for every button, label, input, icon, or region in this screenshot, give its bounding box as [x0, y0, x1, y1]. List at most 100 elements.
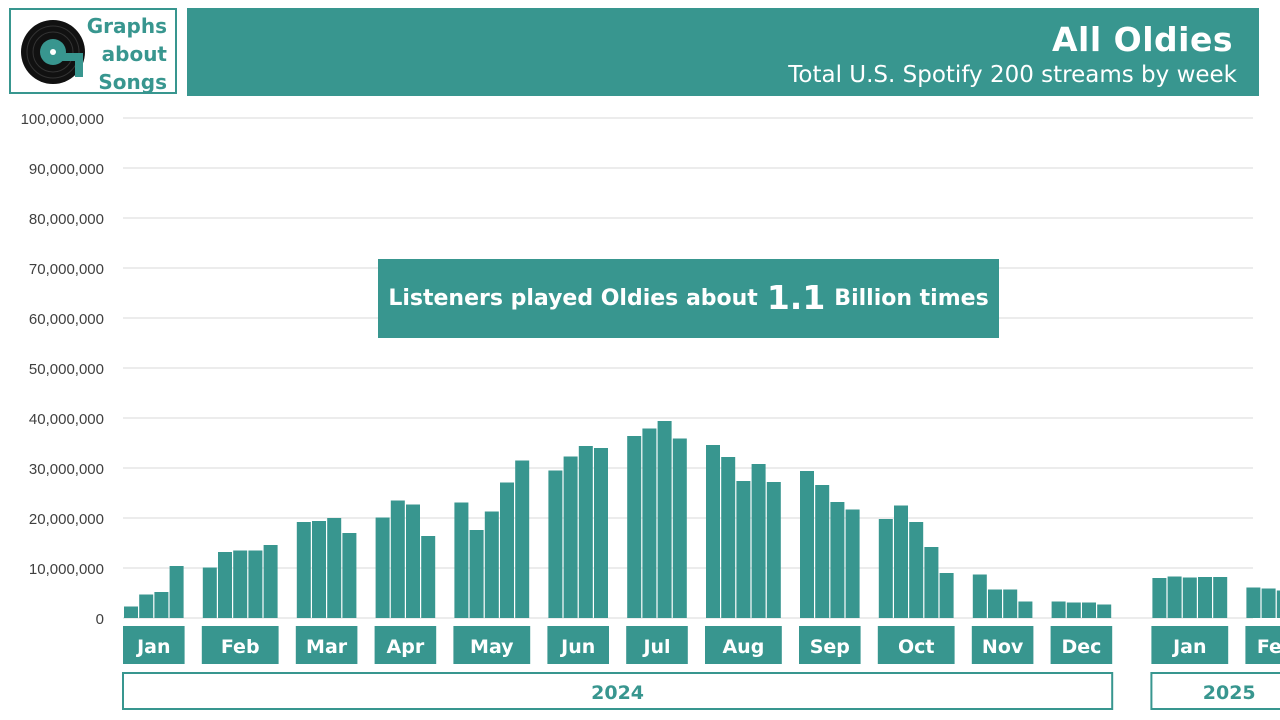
- bar: [672, 438, 687, 618]
- bar: [627, 436, 642, 618]
- bar: [484, 511, 499, 618]
- y-tick-label: 100,000,000: [21, 111, 104, 128]
- month-label: Jun: [559, 636, 595, 658]
- month-label: Mar: [306, 636, 348, 658]
- month-label-box: [453, 626, 531, 664]
- month-label-box: [1151, 626, 1229, 664]
- month-label-box: [1050, 626, 1113, 664]
- logo: Graphs about Songs: [9, 8, 177, 94]
- bar: [736, 481, 751, 618]
- month-label-box: [877, 626, 955, 664]
- bar: [845, 509, 860, 618]
- month-label: Jan: [135, 636, 170, 658]
- bar: [642, 428, 657, 618]
- bar: [1003, 589, 1018, 618]
- bar: [878, 519, 893, 618]
- bar: [1167, 576, 1182, 618]
- bar: [815, 485, 830, 618]
- bar: [939, 573, 954, 618]
- y-tick-label: 50,000,000: [29, 361, 104, 378]
- chart-title: All Oldies: [1052, 20, 1233, 59]
- bars: [124, 421, 1280, 618]
- month-label-box: [123, 626, 185, 664]
- year-label: 2025: [1203, 682, 1256, 704]
- bar: [766, 482, 781, 618]
- year-labels: 2024 2025: [122, 672, 1280, 710]
- month-label: Apr: [387, 636, 425, 658]
- y-tick-label: 80,000,000: [29, 211, 104, 228]
- bar: [1182, 577, 1197, 618]
- bar: [154, 592, 169, 618]
- bar: [1276, 590, 1280, 618]
- bar: [169, 566, 184, 618]
- month-label-box: [547, 626, 609, 664]
- month-label: Oct: [898, 636, 935, 658]
- bar: [263, 545, 278, 618]
- bar: [375, 517, 390, 618]
- y-tick-label: 20,000,000: [29, 511, 104, 528]
- y-tick-label: 30,000,000: [29, 461, 104, 478]
- bar: [706, 445, 720, 618]
- bar: [657, 421, 672, 618]
- month-label-box: [1245, 626, 1280, 664]
- month-label-box: [201, 626, 279, 664]
- bar: [894, 505, 908, 618]
- bar: [312, 521, 326, 618]
- bar: [988, 589, 1002, 618]
- bar: [1261, 588, 1276, 618]
- bar: [296, 522, 311, 618]
- bar: [342, 533, 357, 618]
- bar: [1082, 602, 1096, 618]
- bar: [390, 500, 405, 618]
- bar: [406, 504, 420, 618]
- bar: [909, 522, 924, 618]
- bar: [972, 574, 987, 618]
- bar: [248, 550, 263, 618]
- bar: [1213, 577, 1228, 618]
- year-label-box: [122, 672, 1114, 710]
- bar: [594, 448, 608, 618]
- bar: [124, 606, 138, 618]
- month-label: Feb: [221, 636, 260, 658]
- bar: [548, 470, 563, 618]
- gridlines: [123, 117, 1253, 619]
- y-tick-label: 90,000,000: [29, 161, 104, 178]
- bar: [1152, 578, 1167, 618]
- bar: [327, 518, 342, 618]
- bar: [1051, 601, 1066, 618]
- month-label: Sep: [810, 636, 850, 658]
- vinyl-record-icon: [21, 20, 85, 84]
- month-label-box: [799, 626, 861, 664]
- month-label: Dec: [1061, 636, 1101, 658]
- bar: [421, 536, 436, 618]
- bar: [233, 550, 248, 618]
- y-tick-label: 60,000,000: [29, 311, 104, 328]
- y-tick-label: 70,000,000: [29, 261, 104, 278]
- month-label: May: [470, 636, 514, 658]
- y-tick-label: 0: [96, 611, 104, 628]
- bar: [924, 547, 939, 618]
- y-tick-label: 10,000,000: [29, 561, 104, 578]
- bar: [751, 464, 766, 618]
- header-banner: All Oldies Total U.S. Spotify 200 stream…: [187, 8, 1259, 96]
- logo-line-1: Graphs: [86, 14, 167, 38]
- month-label: Aug: [722, 636, 764, 658]
- bar: [1018, 601, 1033, 618]
- year-label-box: [1150, 672, 1280, 710]
- month-label: Jan: [1171, 636, 1206, 658]
- month-label-box: [971, 626, 1034, 664]
- bar: [469, 530, 484, 618]
- month-label: Jul: [641, 636, 670, 658]
- bar: [1246, 587, 1261, 618]
- bar: [454, 502, 469, 618]
- callout-value: 1.1: [766, 278, 826, 317]
- bar: [139, 594, 154, 618]
- bar: [721, 457, 736, 618]
- month-label: Nov: [982, 636, 1024, 658]
- month-label-box: [626, 626, 688, 664]
- month-labels: Jan Feb Mar Apr May Jun Jul Aug Sep Oct Nov Dec Jan F…: [123, 626, 1280, 664]
- logo-text: Graphs about Songs: [87, 12, 167, 96]
- bar: [515, 460, 530, 618]
- bar: [563, 456, 578, 618]
